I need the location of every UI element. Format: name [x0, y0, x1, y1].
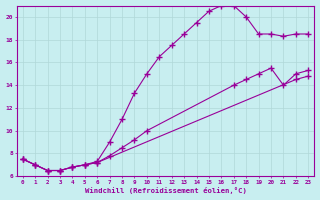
X-axis label: Windchill (Refroidissement éolien,°C): Windchill (Refroidissement éolien,°C) — [84, 187, 246, 194]
